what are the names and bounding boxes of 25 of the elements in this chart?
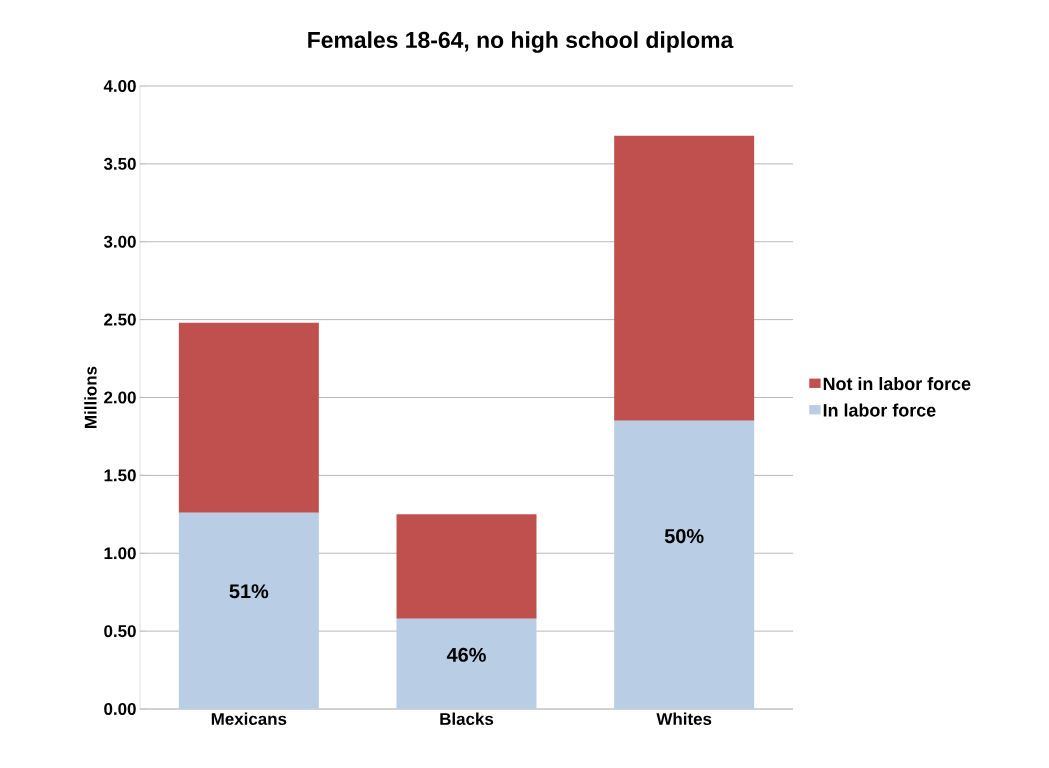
y-tick-label: 3.00 (103, 235, 136, 248)
y-tick-label: 3.50 (103, 157, 136, 170)
legend-label: Not in labor force (823, 377, 971, 391)
chart-title: Females 18-64, no high school diploma (308, 31, 734, 53)
x-tick-label: Mexicans (211, 712, 287, 725)
y-tick-label: 1.50 (104, 469, 136, 482)
x-tick-label: Blacks (440, 712, 494, 725)
y-tick-label: 2.00 (104, 391, 136, 404)
bar (614, 135, 755, 421)
y-tick-label: 0.50 (104, 625, 136, 638)
annotation: 51% (229, 584, 269, 599)
y-tick-label: 2.50 (104, 313, 136, 326)
y-tick-label: 4.00 (103, 79, 136, 92)
bar (396, 514, 537, 619)
x-tick-label: Whites (656, 712, 712, 725)
bar (178, 512, 319, 709)
bar (614, 420, 755, 709)
annotation: 50% (664, 529, 704, 544)
bar (396, 618, 537, 709)
legend-label: In labor force (823, 403, 936, 417)
y-tick-label: 0.00 (104, 703, 136, 715)
annotation: 46% (446, 647, 486, 662)
bar (178, 322, 319, 513)
y-tick-label: 1.00 (104, 547, 136, 560)
y-axis-title: Millions (84, 366, 97, 428)
